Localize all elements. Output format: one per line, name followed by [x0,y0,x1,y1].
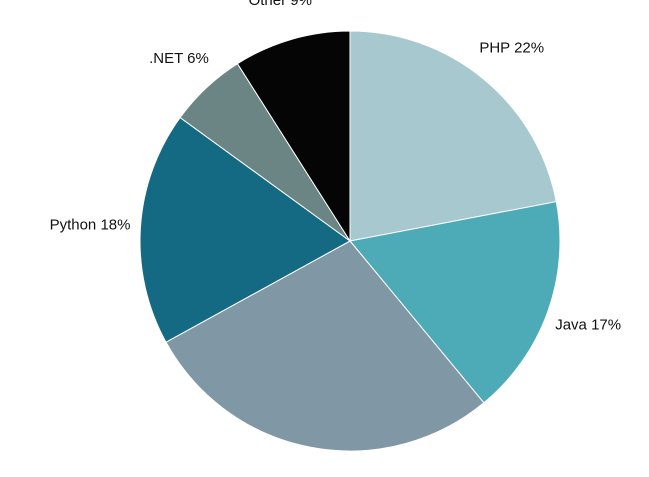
pie-slice [349,201,561,404]
slice-name: Other [249,0,287,9]
slice-value: 17% [591,317,621,334]
slice-value: 18% [100,216,130,233]
slice-label: Other 9% [249,0,312,9]
slice-name: Python [50,216,97,233]
slice-label: PHP 22% [479,39,544,56]
slice-value: 6% [187,50,209,67]
pie-slice [349,30,557,242]
slice-name: .NET [149,50,183,67]
slice-value: 22% [514,39,544,56]
slice-name: Java [555,317,587,334]
pie-slice [165,240,485,452]
slice-value: 9% [290,0,312,9]
pie-slice [139,116,351,343]
slice-label: .NET 6% [149,50,209,67]
slice-label: Python 18% [50,216,131,233]
slice-label: Java 17% [555,317,621,334]
pie-slice [236,30,351,243]
slice-name: PHP [479,39,510,56]
